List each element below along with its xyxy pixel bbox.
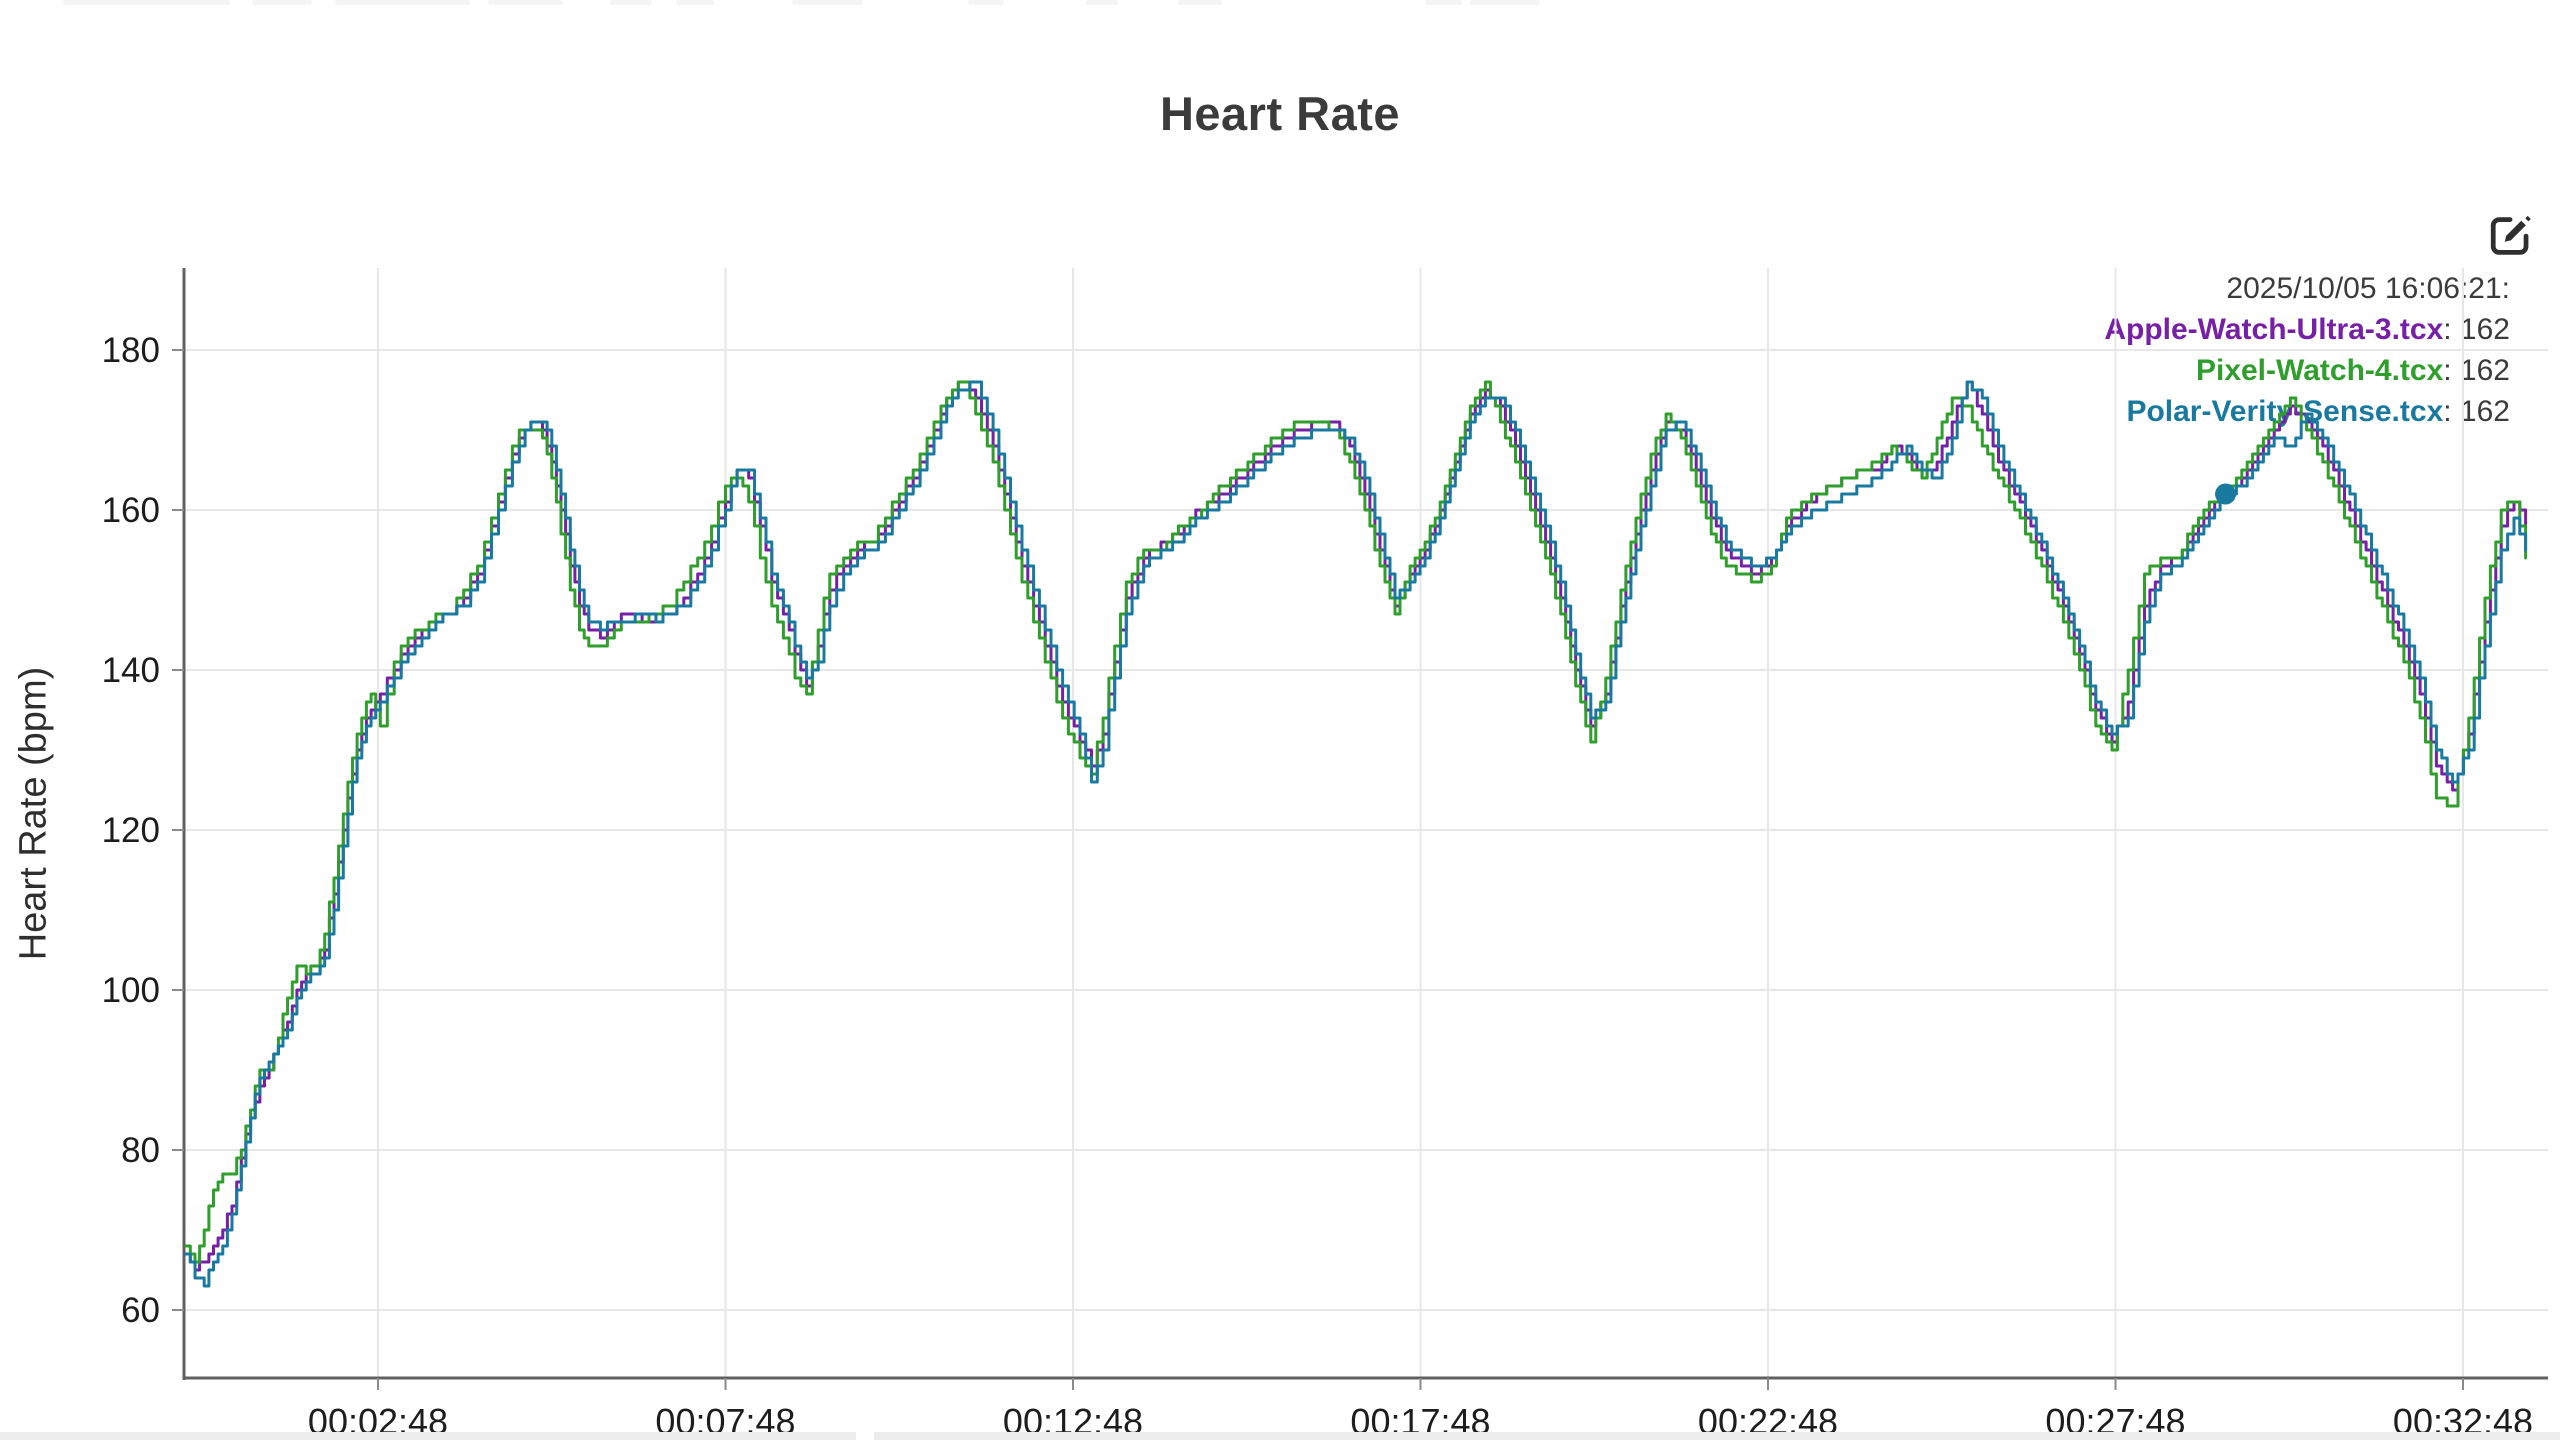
cursor-point (2215, 483, 2237, 505)
y-tick-label: 120 (102, 811, 160, 850)
bottom-edge-strip (874, 1432, 2560, 1440)
series-line-Polar-Verity-Sense-tcx (184, 380, 2528, 1288)
chrome-tab-edge (1470, 0, 1540, 5)
legend-series-value: : 162 (2443, 313, 2510, 346)
y-tick-label: 160 (102, 491, 160, 530)
chrome-tab-edge (792, 0, 863, 5)
y-tick-label: 100 (102, 971, 160, 1010)
chrome-tab-edge (335, 0, 470, 5)
browser-chrome-edge (0, 0, 2560, 6)
chart-title: Heart Rate (1159, 87, 1401, 140)
series-line-Pixel-Watch-4-tcx (184, 380, 2528, 1264)
y-tick-label: 80 (121, 1131, 160, 1170)
plot-area[interactable] (184, 268, 2548, 1378)
y-tick-label: 180 (102, 331, 160, 370)
chrome-tab-edge (676, 0, 714, 5)
chrome-tab-edge (1086, 0, 1118, 5)
legend-series-value: : 162 (2443, 354, 2510, 387)
chrome-tab-edge (1425, 0, 1462, 5)
legend-row[interactable]: Pixel-Watch-4.tcx: 162 (2104, 350, 2510, 391)
bottom-edge-strip (0, 1432, 856, 1440)
chrome-tab-edge (610, 0, 652, 5)
legend-series-label: Pixel-Watch-4.tcx (2196, 354, 2443, 387)
chrome-tab-edge (1178, 0, 1222, 5)
chrome-tab-edge (63, 0, 230, 5)
y-tick-label: 60 (121, 1291, 160, 1330)
legend-series-label: Apple-Watch-Ultra-3.tcx (2104, 313, 2443, 346)
legend-row[interactable]: Apple-Watch-Ultra-3.tcx: 162 (2104, 309, 2510, 350)
chrome-tab-edge (968, 0, 1004, 5)
chrome-tab-edge (252, 0, 312, 5)
edit-button[interactable] (2489, 213, 2533, 257)
legend-series-value: : 162 (2443, 395, 2510, 428)
chrome-tab-edge (488, 0, 563, 5)
y-tick-label: 140 (102, 651, 160, 690)
